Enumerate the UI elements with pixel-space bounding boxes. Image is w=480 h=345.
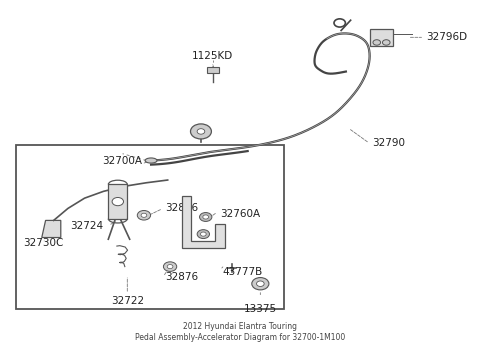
Text: 32760A: 32760A bbox=[220, 209, 260, 219]
Circle shape bbox=[112, 197, 123, 206]
Text: 2012 Hyundai Elantra Touring
Pedal Assembly-Accelerator Diagram for 32700-1M100: 2012 Hyundai Elantra Touring Pedal Assem… bbox=[135, 322, 345, 342]
Text: 32796D: 32796D bbox=[427, 32, 468, 42]
Circle shape bbox=[167, 265, 173, 269]
Circle shape bbox=[383, 40, 390, 45]
Polygon shape bbox=[182, 196, 225, 248]
Circle shape bbox=[197, 129, 205, 134]
Circle shape bbox=[373, 40, 381, 45]
Text: 43777B: 43777B bbox=[222, 267, 263, 277]
Text: 32724: 32724 bbox=[71, 220, 104, 230]
Circle shape bbox=[141, 213, 147, 217]
Circle shape bbox=[197, 230, 209, 238]
Circle shape bbox=[191, 124, 211, 139]
Ellipse shape bbox=[145, 158, 157, 163]
Bar bbox=[370, 29, 394, 46]
Polygon shape bbox=[42, 220, 61, 237]
Text: 32876: 32876 bbox=[165, 204, 198, 214]
Bar bbox=[207, 67, 218, 73]
Text: 32700A: 32700A bbox=[103, 156, 143, 166]
Circle shape bbox=[201, 232, 206, 236]
Text: 32730C: 32730C bbox=[23, 238, 63, 248]
Bar bbox=[108, 185, 127, 219]
Circle shape bbox=[200, 213, 212, 221]
Circle shape bbox=[256, 281, 264, 286]
Text: 32876: 32876 bbox=[165, 272, 198, 282]
Circle shape bbox=[252, 278, 269, 290]
Text: 13375: 13375 bbox=[244, 304, 277, 314]
Text: 32790: 32790 bbox=[372, 138, 405, 148]
Bar bbox=[16, 145, 284, 309]
Text: 32722: 32722 bbox=[111, 296, 144, 306]
Circle shape bbox=[137, 210, 151, 220]
Circle shape bbox=[163, 262, 177, 272]
Text: 1125KD: 1125KD bbox=[192, 51, 233, 61]
Circle shape bbox=[203, 215, 208, 219]
